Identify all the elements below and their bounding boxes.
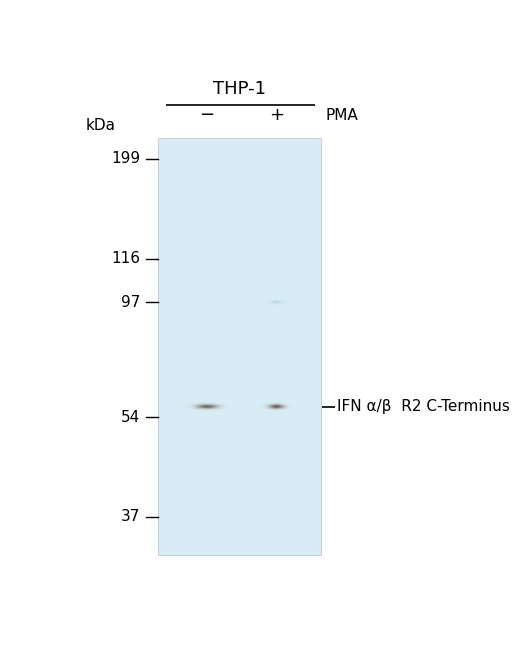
Text: 37: 37 [121, 509, 141, 525]
Text: IFN α/β  R2 C-Terminus: IFN α/β R2 C-Terminus [337, 400, 510, 414]
Text: 116: 116 [112, 251, 141, 266]
Text: 54: 54 [121, 410, 141, 424]
Text: kDa: kDa [85, 118, 115, 133]
Text: PMA: PMA [325, 108, 358, 123]
Text: −: − [199, 106, 214, 124]
Text: 199: 199 [112, 151, 141, 167]
Text: THP-1: THP-1 [213, 80, 266, 98]
Bar [158, 139, 321, 555]
Text: +: + [269, 106, 284, 124]
Text: 97: 97 [121, 295, 141, 309]
